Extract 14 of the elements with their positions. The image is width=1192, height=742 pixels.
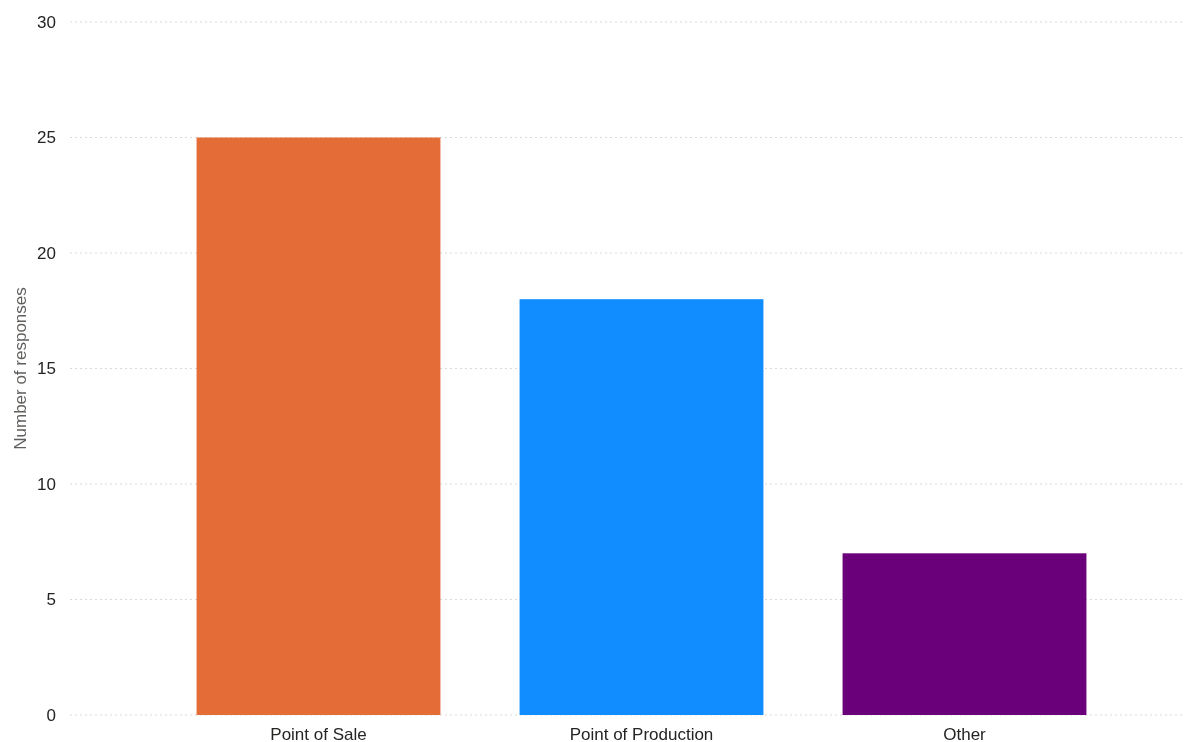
y-tick-label: 0 [46, 705, 56, 725]
bar [196, 137, 441, 715]
y-tick-label: 5 [46, 590, 56, 610]
x-tick-label: Point of Production [569, 725, 714, 742]
bar [519, 299, 764, 715]
y-tick-label: 30 [37, 12, 56, 32]
y-axis-title: Number of responses [11, 287, 30, 450]
y-tick-label: 15 [37, 359, 56, 379]
y-tick-label: 25 [37, 128, 56, 148]
y-tick-label: 10 [37, 474, 56, 494]
bar [842, 553, 1087, 715]
x-tick-label: Point of Sale [270, 725, 367, 742]
x-tick-label: Other [943, 725, 987, 742]
y-tick-label: 20 [37, 243, 56, 263]
